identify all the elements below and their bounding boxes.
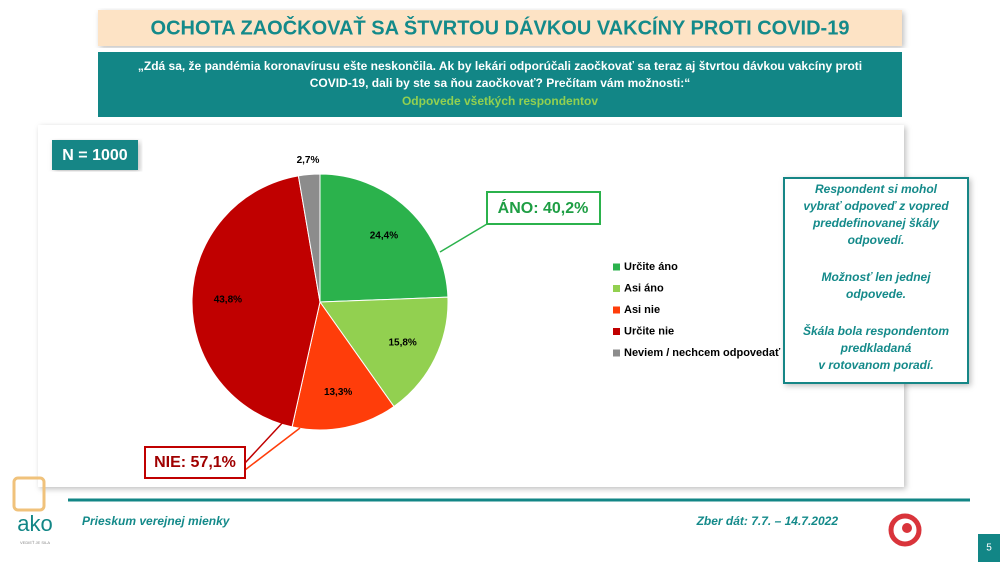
legend-label: Asi áno — [624, 282, 664, 294]
page-box — [978, 534, 1000, 562]
legend-swatch — [613, 349, 620, 357]
note-line: preddefinovanej škály — [812, 216, 940, 230]
callout-line — [244, 427, 301, 471]
chart-title: OCHOTA ZAOČKOVAŤ SA ŠTVRTOU DÁVKOU VAKCÍ… — [151, 15, 850, 39]
pie-slice — [319, 173, 449, 303]
partner-logo — [902, 523, 912, 533]
annotation: ÁNO: 40,2% — [498, 198, 589, 217]
data-label: 2,7% — [297, 155, 320, 166]
legend-swatch — [613, 306, 620, 314]
legend: Určite áno Asi áno Asi nie Určite nie Neviem… — [613, 261, 781, 359]
data-label: 15,8% — [388, 337, 416, 348]
footer-left: Prieskum verejnej mienky — [82, 514, 231, 528]
logo-tagline: VEDIEŤ JE SILA — [20, 540, 50, 545]
pie-slice — [297, 173, 321, 303]
note-line: v rotovanom poradí. — [818, 358, 933, 372]
partner-logo — [888, 513, 922, 547]
data-label: 24,4% — [370, 230, 398, 241]
data-label: 13,3% — [324, 387, 352, 398]
title-banner — [98, 10, 902, 46]
note-line: vybrať odpoveď z vopred — [803, 199, 949, 213]
legend-label: Neviem / nechcem odpovedať — [624, 347, 781, 359]
sample-size: N = 1000 — [62, 147, 127, 164]
sample-box — [52, 140, 138, 170]
callout-line — [439, 223, 488, 253]
footer-right: Zber dát: 7.7. – 14.7.2022 — [696, 514, 839, 528]
question-box — [98, 52, 902, 117]
note-line: Respondent si mohol — [815, 182, 938, 196]
logo-icon — [12, 476, 46, 512]
pie: 24,4% 15,8% 13,3% 43,8% 2,7% — [191, 155, 449, 431]
legend-swatch — [613, 328, 620, 335]
question-line: COVID-19, dali by ste sa ňou zaočkovať? … — [310, 76, 691, 90]
page-number: 5 — [986, 543, 992, 554]
legend-swatch — [613, 285, 620, 292]
data-label: 43,8% — [214, 294, 242, 305]
logo-text: ako — [17, 511, 52, 536]
note-line: Možnosť len jednej — [821, 270, 931, 284]
note-line: odpovedí. — [848, 233, 905, 247]
note-line: odpovede. — [846, 287, 906, 301]
note: Respondent si mohol vybrať odpoveď z vopr… — [803, 182, 949, 372]
legend-swatch — [613, 263, 620, 271]
note-line: predkladaná — [840, 341, 912, 355]
legend-label: Asi nie — [624, 304, 660, 316]
chart-panel — [38, 125, 904, 487]
annotation: NIE: 57,1% — [154, 454, 236, 471]
subtitle: Odpovede všetkých respondentov — [402, 94, 598, 108]
pie-slice — [191, 175, 321, 428]
question-line: „Zdá sa, že pandémia koronavírusu ešte n… — [138, 59, 862, 73]
note-box — [783, 177, 969, 384]
callout-line — [244, 419, 286, 464]
pie-slice — [291, 300, 395, 431]
pie-slice — [319, 296, 449, 408]
annotation-box — [144, 446, 246, 479]
annotation-box — [486, 191, 601, 225]
legend-label: Určite nie — [624, 325, 674, 337]
legend-label: Určite áno — [624, 261, 678, 273]
note-line: Škála bola respondentom — [803, 323, 949, 338]
